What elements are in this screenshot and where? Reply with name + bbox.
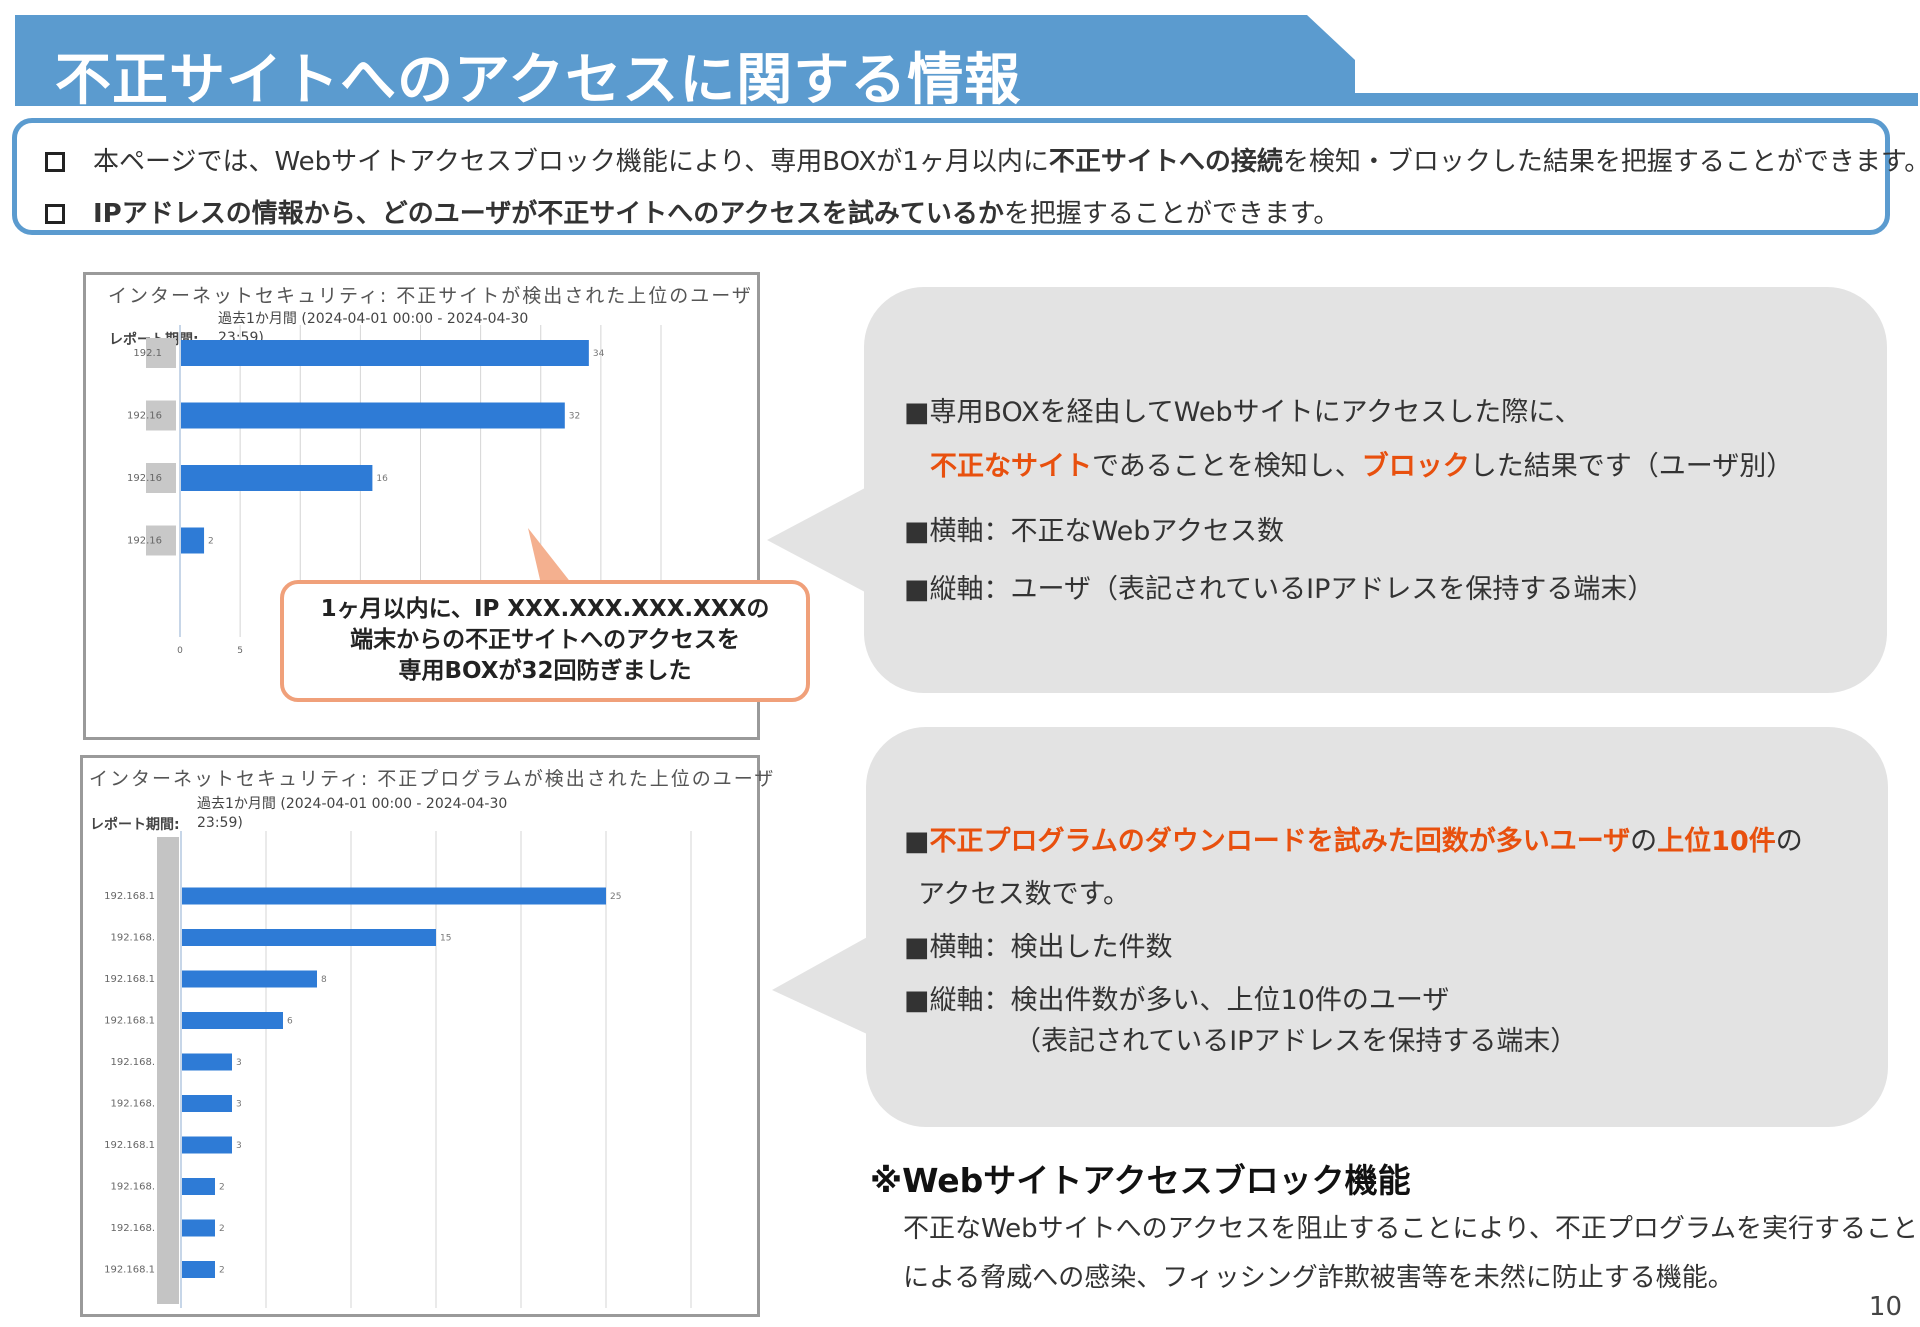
y-category-label: 192.168. [110,933,155,944]
bubble2-line-1: ■不正プログラムのダウンロードを試みた回数が多いユーザの上位10件の [904,819,1803,858]
bar-value-label: 32 [569,412,580,422]
label-redaction [146,400,176,431]
bar-value-label: 6 [287,1017,293,1027]
checkbox-icon [45,204,65,224]
bar-value-label: 15 [440,934,451,944]
y-category-label: 192.168. [110,1182,155,1193]
page-title: 不正サイトへのアクセスに関する情報 [55,48,1022,113]
bar [182,970,317,988]
intro-box: 本ページでは、Webサイトアクセスブロック機能により、専用BOXが1ヶ月以内に不… [12,118,1920,235]
bubble2-line-2: アクセス数です。 [918,879,1130,910]
bar [181,402,565,429]
bar-value-label: 3 [236,1141,242,1151]
bar-value-label: 2 [219,1266,225,1276]
intro-line-1: 本ページでは、Webサイトアクセスブロック機能により、専用BOXが1ヶ月以内に不… [45,141,1920,178]
y-category-label: 192.168.1 [104,1140,155,1151]
bar-value-label: 3 [236,1058,242,1068]
y-category-label: 192.168.1 [104,974,155,985]
chart-plot: 051015202530192.168.125192.168.15192.168… [104,831,692,1308]
checkbox-icon [45,152,65,172]
note-body-2: による脅威への感染、フィッシング詐欺被害等を未然に防止する機能。 [903,1263,1734,1293]
label-redaction [146,338,176,368]
note-title: ※Webサイトアクセスブロック機能 [870,1161,1411,1200]
y-category-label: 192.16 [127,536,162,547]
bar [182,929,436,946]
bar-value-label: 2 [219,1183,225,1193]
bar-value-label: 2 [219,1224,225,1234]
report-period-value-1: 過去1か月間 (2024-04-01 00:00 - 2024-04-30 [218,311,529,327]
bar [182,1178,215,1195]
y-category-label: 192.168.1 [104,1016,155,1027]
bubble2-line-5: （表記されているIPアドレスを保持する端末） [1014,1026,1578,1057]
bubble1-line-2-tail: した結果です（ユーザ別） [1469,451,1794,482]
intro-line-1-text: 本ページでは、Webサイトアクセスブロック機能により、専用BOXが1ヶ月以内に [93,147,1049,177]
chart-title: インターネットセキュリティ: 不正サイトが検出された上位のユーザ [108,285,753,307]
bubble1-line-3: ■横軸：不正なWebアクセス数 [904,516,1285,547]
y-category-label: 192.16 [127,473,162,484]
bubble2-line-4: ■縦軸：検出件数が多い、上位10件のユーザ [904,985,1450,1016]
report-period-value-2: 23:59) [197,815,243,831]
bubble2-line-3: ■横軸：検出した件数 [904,932,1173,963]
intro-line-2: IPアドレスの情報から、どのユーザが不正サイトへのアクセスを試みているかを把握す… [45,193,1339,230]
bar [182,887,606,905]
page-number: 10 [1868,1292,1902,1322]
y-category-label: 192.168.1 [104,1265,155,1276]
report-period-value-1: 過去1か月間 (2024-04-01 00:00 - 2024-04-30 [197,796,508,812]
bar-value-label: 25 [610,892,621,902]
bubble1-line-4: ■縦軸：ユーザ（表記されているIPアドレスを保持する端末） [904,574,1655,605]
explanation-bubble-1: ■専用BOXを経由してWebサイトにアクセスした際に、 不正なサイトであることを… [864,287,1887,693]
callout-line-1: 1ヶ月以内に、IP XXX.XXX.XXX.XXXの [320,596,770,622]
y-category-label: 192.168. [110,1099,155,1110]
bubble1-highlight-2: ブロック [1361,451,1470,482]
bar-value-label: 2 [208,537,214,547]
label-redaction [146,463,176,493]
bar [182,1219,215,1237]
label-redaction [146,525,176,556]
report-period-label: レポート期間: [90,817,180,833]
bar-value-label: 8 [321,975,327,985]
bar [181,465,373,491]
y-category-label: 192.168. [110,1223,155,1234]
y-category-label: 192.168. [110,1057,155,1068]
title-banner-shape [15,15,1355,106]
title-banner: 不正サイトへのアクセスに関する情報 [15,15,1355,113]
note-body-1: 不正なWebサイトへのアクセスを阻止することにより、不正プログラムを実行すること [903,1214,1919,1244]
bar [182,1012,283,1029]
intro-line-1-bold: 不正サイトへの接続 [1048,147,1283,177]
y-category-label: 192.168.1 [104,891,155,902]
bubble1-line-1: ■専用BOXを経由してWebサイトにアクセスした際に、 [904,397,1582,428]
bar [182,1261,215,1278]
bubble2-bullet: ■ [904,826,930,857]
bar-value-label: 3 [236,1100,242,1110]
x-tick-label: 0 [177,646,183,656]
intro-line-1-tail: を検知・ブロックした結果を把握することができます。 [1282,147,1920,177]
y-category-label: 192.16 [127,411,162,422]
x-tick-label: 5 [237,646,243,656]
bar-value-label: 16 [376,474,388,484]
callout-line-2: 端末からの不正サイトへのアクセスを [350,627,740,653]
bubble1-line-2-mid: であることを検知し、 [1092,451,1362,482]
bar [182,1136,232,1154]
bubble2-line-1-tail: の [1775,826,1803,857]
bar [182,1053,232,1071]
y-category-label: 192.1 [133,348,162,359]
bar [182,1095,232,1112]
bar [181,340,589,366]
bar [181,527,205,554]
bar-value-label: 34 [593,349,605,359]
bubble2-line-1-mid: の [1630,826,1658,857]
bubble1-line-2: 不正なサイトであることを検知し、ブロックした結果です（ユーザ別） [930,444,1793,483]
bubble2-highlight-1: 不正プログラムのダウンロードを試みた回数が多いユーザ [929,826,1631,857]
bubble2-highlight-2: 上位10件 [1657,826,1776,857]
chart-title: インターネットセキュリティ: 不正プログラムが検出された上位のユーザ [89,768,776,790]
intro-line-2-tail: を把握することができます。 [1003,199,1340,229]
chart-malware: インターネットセキュリティ: 不正プログラムが検出された上位のユーザ レポート期… [80,755,773,1317]
callout-line-3: 専用BOXが32回防ぎました [398,658,692,684]
intro-line-2-bold: IPアドレスの情報から、どのユーザが不正サイトへのアクセスを試みているか [93,199,1004,229]
label-redaction-column [157,837,179,1304]
explanation-bubble-2: ■不正プログラムのダウンロードを試みた回数が多いユーザの上位10件の アクセス数… [866,727,1888,1127]
highlight-callout: 1ヶ月以内に、IP XXX.XXX.XXX.XXXの 端末からの不正サイトへのア… [280,580,810,702]
title-underline [1355,93,1918,106]
bubble1-highlight-1: 不正なサイト [930,451,1092,482]
